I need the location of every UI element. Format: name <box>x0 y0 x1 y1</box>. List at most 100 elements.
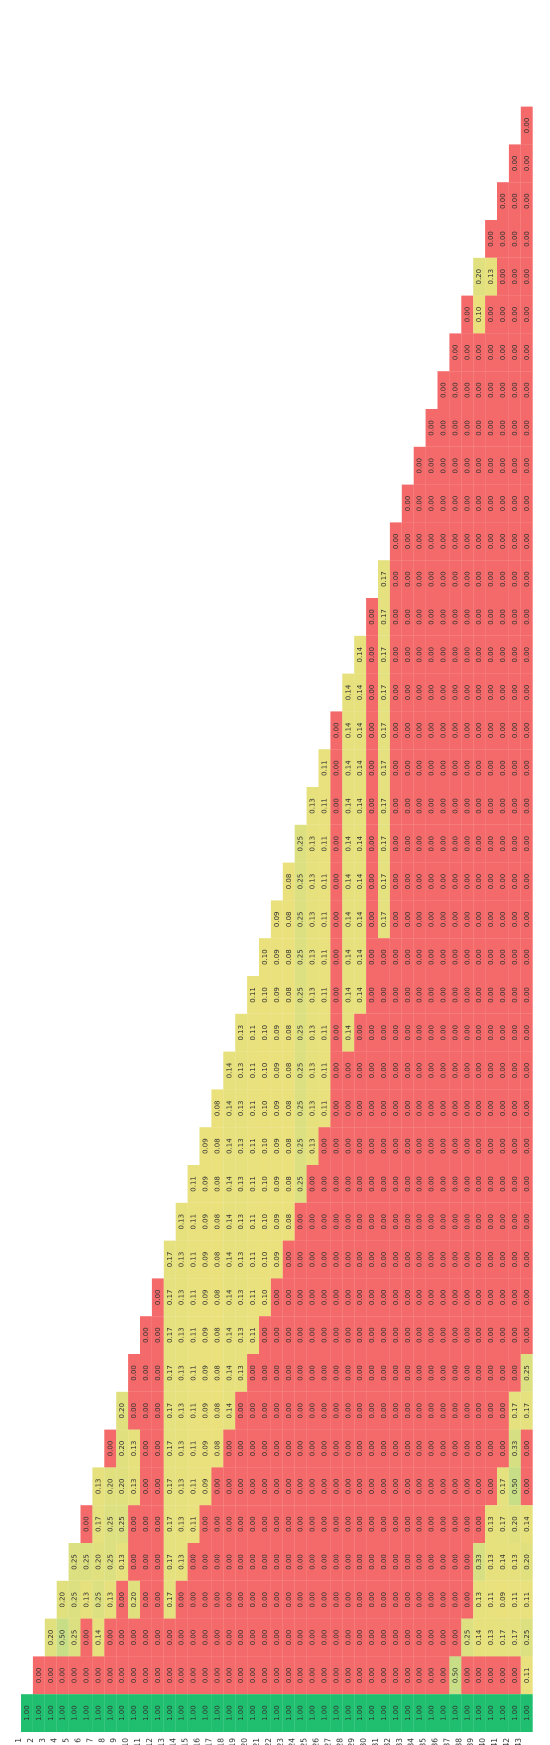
heatmap-cell-value: 0.13 <box>309 874 317 890</box>
heatmap-cell-value: 0.00 <box>404 987 412 1003</box>
heatmap-cell-value: 0.00 <box>451 647 459 663</box>
heatmap-cell <box>140 1429 152 1468</box>
heatmap-cell-value: 0.00 <box>344 1290 352 1306</box>
heatmap-cell-value: 0.00 <box>392 1176 400 1192</box>
heatmap-cell-value: 0.00 <box>463 1063 471 1079</box>
heatmap-cell <box>473 1354 486 1392</box>
heatmap-cell <box>508 749 521 787</box>
heatmap-cell <box>437 1429 450 1468</box>
heatmap-cell-value: 0.13 <box>178 1441 186 1457</box>
heatmap-cell <box>116 1656 129 1695</box>
heatmap-cell-value: 0.00 <box>332 912 340 928</box>
heatmap-cell-value: 0.00 <box>463 496 471 512</box>
heatmap-cell-value: 0.13 <box>487 269 495 285</box>
heatmap-cell-value: 0.00 <box>439 685 447 701</box>
heatmap-cell-value: 0.00 <box>499 798 507 814</box>
heatmap-cell <box>497 1165 509 1203</box>
heatmap-cell <box>508 446 521 485</box>
heatmap-cell-value: 0.00 <box>404 647 412 663</box>
heatmap-cell-value: 0.00 <box>297 1630 305 1646</box>
heatmap-cell-value: 0.00 <box>487 949 495 965</box>
heatmap-cell <box>259 1165 271 1203</box>
heatmap-cell-value: 0.13 <box>237 1025 245 1041</box>
heatmap-cell-value: 0.00 <box>404 836 412 852</box>
heatmap-cell <box>223 1467 236 1506</box>
heatmap-cell <box>485 976 497 1014</box>
heatmap-cell-value: 0.00 <box>487 1063 495 1079</box>
heatmap-cell-value: 0.00 <box>404 760 412 776</box>
heatmap-cell <box>449 1580 462 1619</box>
row-label: 3 <box>38 1738 47 1743</box>
heatmap-cell-value: 0.00 <box>416 836 424 852</box>
heatmap-cell-value: 0.00 <box>297 1516 305 1532</box>
heatmap-cell-value: 0.09 <box>201 1252 209 1268</box>
heatmap-cell <box>104 1505 117 1543</box>
heatmap-cell-value: 0.00 <box>428 1138 436 1154</box>
heatmap-cell <box>235 1202 248 1241</box>
heatmap-cell-value: 0.00 <box>428 685 436 701</box>
heatmap-cell-value: 0.00 <box>261 1479 269 1495</box>
heatmap-cell-value: 0.00 <box>511 874 519 890</box>
heatmap-cell <box>473 522 486 561</box>
heatmap-cell-value: 0.00 <box>368 1252 376 1268</box>
heatmap-cell-value: 0.00 <box>130 1554 138 1570</box>
heatmap-cell <box>330 1391 343 1430</box>
heatmap-cell-value: 0.00 <box>499 874 507 890</box>
heatmap-cell-value: 0.00 <box>416 1365 424 1381</box>
heatmap-cell <box>497 522 509 561</box>
heatmap-cell <box>413 862 426 901</box>
heatmap-cell-value: 0.00 <box>428 1479 436 1495</box>
heatmap-cell <box>247 1429 259 1468</box>
heatmap-cell <box>497 1202 509 1241</box>
heatmap-cell-value: 0.10 <box>261 1063 269 1079</box>
heatmap-cell <box>425 938 438 976</box>
heatmap-cell <box>175 1467 188 1506</box>
heatmap-cell-value: 0.00 <box>487 307 495 323</box>
heatmap-cell-value: 0.00 <box>332 1138 340 1154</box>
heatmap-cell-value: 0.25 <box>71 1630 79 1646</box>
heatmap-cell-value: 0.00 <box>511 496 519 512</box>
heatmap-cell <box>449 1316 462 1354</box>
heatmap-cell <box>354 1013 367 1052</box>
heatmap-cell-value: 0.00 <box>201 1554 209 1570</box>
heatmap-cell <box>235 1391 248 1430</box>
heatmap-cell <box>485 1316 497 1354</box>
heatmap-cell <box>425 1618 438 1657</box>
heatmap-cell-value: 0.25 <box>297 987 305 1003</box>
heatmap-cell-value: 0.00 <box>475 760 483 776</box>
heatmap-cell <box>449 1391 462 1430</box>
heatmap-cell <box>366 1467 378 1506</box>
heatmap-cell-value: 0.00 <box>225 1554 233 1570</box>
heatmap-cell <box>259 1202 271 1241</box>
heatmap-cell <box>425 484 438 523</box>
heatmap-cell-value: 0.00 <box>380 1365 388 1381</box>
heatmap-cell-value: 0.00 <box>201 1630 209 1646</box>
heatmap-cell-value: 0.00 <box>523 949 531 965</box>
heatmap-cell <box>354 976 367 1014</box>
heatmap-cell <box>497 409 509 447</box>
heatmap-cell <box>282 1429 295 1468</box>
heatmap-cell-value: 0.08 <box>285 1176 293 1192</box>
heatmap-cell <box>330 787 343 825</box>
heatmap-cell-value: 0.00 <box>487 382 495 398</box>
heatmap-cell <box>401 1051 414 1090</box>
row-label: 16 <box>192 1738 201 1745</box>
heatmap-cell <box>235 1694 248 1732</box>
heatmap-cell-value: 0.00 <box>368 723 376 739</box>
heatmap-cell-value: 0.00 <box>273 1441 281 1457</box>
heatmap-cell-value: 0.00 <box>428 1403 436 1419</box>
heatmap-cell-value: 0.09 <box>201 1290 209 1306</box>
heatmap-cell-value: 0.00 <box>475 798 483 814</box>
heatmap-cell <box>425 1656 438 1695</box>
heatmap-cell-value: 0.00 <box>451 496 459 512</box>
heatmap-cell-value: 0.00 <box>94 1668 102 1684</box>
heatmap-cell <box>199 1694 212 1732</box>
heatmap-cell-value: 0.17 <box>380 685 388 701</box>
heatmap-cell-value: 0.00 <box>285 1554 293 1570</box>
heatmap-cell-value: 0.00 <box>344 1592 352 1608</box>
heatmap-cell <box>497 446 509 485</box>
heatmap-cell <box>199 1505 212 1543</box>
heatmap-cell <box>330 1165 343 1203</box>
heatmap-cell <box>461 1656 474 1695</box>
heatmap-cell-value: 0.00 <box>487 798 495 814</box>
